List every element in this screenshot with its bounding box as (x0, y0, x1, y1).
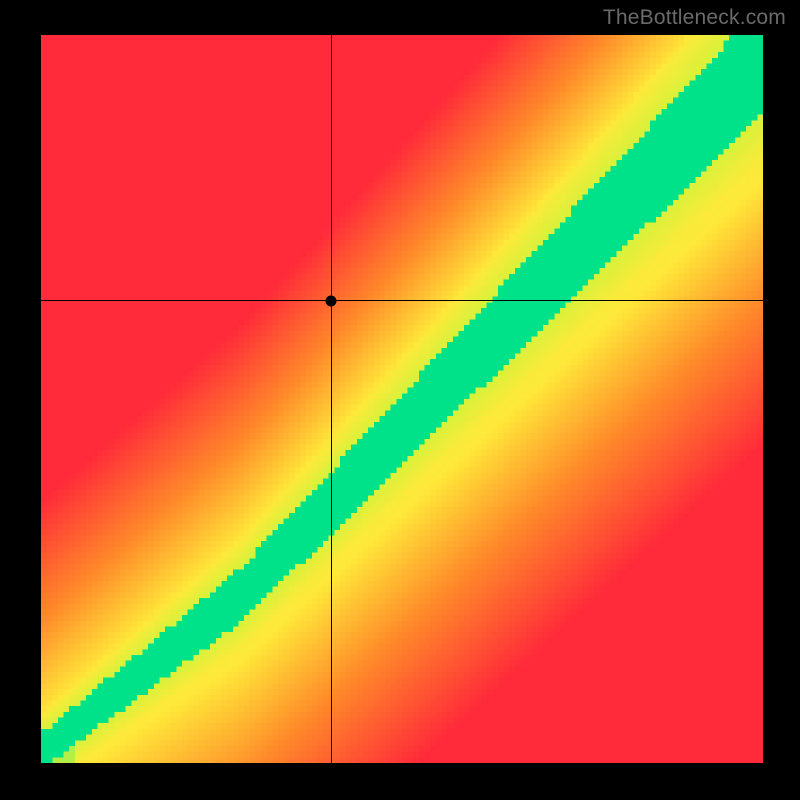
crosshair-vertical (331, 35, 332, 763)
crosshair-horizontal (41, 300, 763, 301)
crosshair-marker (326, 295, 337, 306)
heatmap-canvas (41, 35, 763, 763)
watermark-text: TheBottleneck.com (603, 6, 786, 30)
heatmap-plot (41, 35, 763, 763)
chart-frame: TheBottleneck.com (0, 0, 800, 800)
